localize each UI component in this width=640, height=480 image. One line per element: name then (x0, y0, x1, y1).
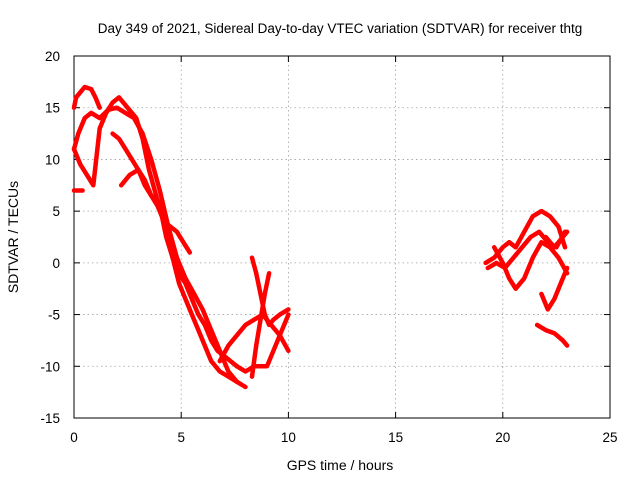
series-track-13 (491, 239, 570, 291)
series-track-14 (539, 265, 570, 312)
grid-lines (74, 56, 610, 418)
series-track-3 (71, 95, 240, 385)
x-tick-label: 0 (70, 430, 78, 445)
data-series (71, 84, 570, 390)
y-tick-label: 15 (45, 101, 60, 116)
chart-title: Day 349 of 2021, Sidereal Day-to-day VTE… (98, 21, 582, 36)
x-tick-label: 5 (177, 430, 185, 445)
series-track-8 (234, 312, 291, 374)
y-tick-label: -5 (48, 308, 60, 323)
y-tick-label: 5 (52, 204, 60, 219)
x-tick-labels: 0 5 10 15 20 25 (70, 430, 617, 445)
plot-frame (73, 55, 611, 419)
y-tick-label: 10 (45, 152, 60, 167)
series-track-2 (71, 105, 248, 390)
series-track-11 (483, 208, 568, 266)
series-track-15 (534, 322, 570, 348)
series-track-9 (249, 255, 291, 328)
y-tick-labels: -15 -10 -5 0 5 10 15 20 (40, 49, 60, 426)
series-track-16 (543, 229, 570, 250)
y-tick-label: 0 (52, 256, 60, 271)
x-tick-label: 10 (281, 430, 296, 445)
y-tick-label: 20 (45, 49, 60, 64)
x-tick-label: 25 (602, 430, 617, 445)
series-track-5 (118, 167, 240, 369)
series-track-1 (71, 84, 102, 110)
series-track-10 (249, 270, 272, 379)
y-tick-label: -10 (40, 359, 60, 374)
y-tick-label: -15 (40, 411, 60, 426)
series-track-7 (217, 312, 291, 364)
x-tick-label: 15 (388, 430, 403, 445)
x-axis-label: GPS time / hours (287, 457, 394, 473)
x-tick-label: 20 (495, 430, 510, 445)
y-axis-label: SDTVAR / TECUs (5, 181, 21, 293)
